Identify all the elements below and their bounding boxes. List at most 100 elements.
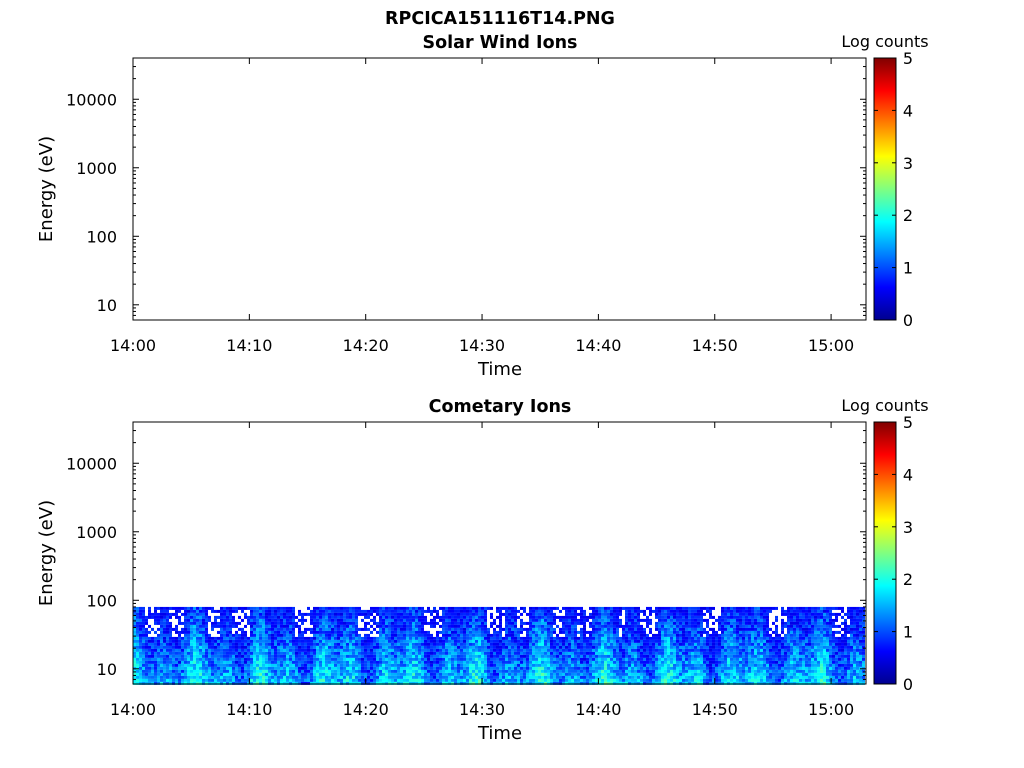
spectrogram-cell [433,639,436,643]
spectrogram-cell [583,627,586,631]
spectrogram-cell [565,618,568,622]
spectrogram-cell [241,645,244,649]
spectrogram-cell [139,630,142,634]
spectrogram-cell [631,645,634,649]
spectrogram-cell [235,624,238,628]
spectrogram-cell [445,651,448,655]
spectrogram-cell [181,675,184,679]
spectrogram-cell [595,618,598,622]
spectrogram-cell [730,615,733,619]
spectrogram-cell [373,621,376,625]
spectrogram-cell [466,672,469,676]
spectrogram-cell [670,636,673,640]
spectrogram-cell [508,606,511,610]
spectrogram-cell [604,657,607,661]
spectrogram-cell [475,627,478,631]
spectrogram-cell [562,618,565,622]
spectrogram-cell [277,678,280,682]
spectrogram-cell [640,657,643,661]
spectrogram-cell [166,651,169,655]
spectrogram-cell [691,666,694,670]
spectrogram-cell [313,618,316,622]
spectrogram-cell [517,630,520,634]
spectrogram-cell [460,648,463,652]
spectrogram-cell [550,669,553,673]
spectrogram-cell [535,681,538,685]
spectrogram-cell [337,630,340,634]
spectrogram-cell [484,672,487,676]
spectrogram-cell [283,624,286,628]
spectrogram-cell [346,612,349,616]
spectrogram-cell [532,630,535,634]
spectrogram-cell [148,675,151,679]
spectrogram-cell [454,672,457,676]
spectrogram-cell [625,669,628,673]
spectrogram-cell [574,675,577,679]
spectrogram-cell [613,645,616,649]
spectrogram-cell [697,654,700,658]
spectrogram-cell [571,681,574,685]
spectrogram-cell [547,615,550,619]
spectrogram-cell [412,666,415,670]
spectrogram-cell [424,633,427,637]
spectrogram-cell [508,648,511,652]
spectrogram-cell [286,639,289,643]
spectrogram-cell [685,645,688,649]
spectrogram-cell [676,657,679,661]
spectrogram-cell [142,672,145,676]
spectrogram-cell [556,648,559,652]
spectrogram-cell [331,660,334,664]
spectrogram-cell [685,675,688,679]
spectrogram-cell [436,636,439,640]
spectrogram-cell [625,642,628,646]
spectrogram-cell [280,627,283,631]
spectrogram-cell [613,669,616,673]
spectrogram-cell [481,609,484,613]
spectrogram-cell [649,645,652,649]
spectrogram-cell [583,660,586,664]
spectrogram-cell [712,627,715,631]
spectrogram-cell [181,612,184,616]
spectrogram-cell [616,669,619,673]
spectrogram-cell [511,678,514,682]
spectrogram-cell [481,624,484,628]
spectrogram-cell [499,681,502,685]
spectrogram-cell [610,612,613,616]
spectrogram-cell [631,654,634,658]
spectrogram-cell [697,609,700,613]
spectrogram-cell [205,642,208,646]
spectrogram-cell [661,663,664,667]
spectrogram-cell [634,639,637,643]
spectrogram-cell [133,678,136,682]
spectrogram-cell [457,606,460,610]
spectrogram-cell [211,660,214,664]
spectrogram-cell [541,666,544,670]
spectrogram-cell [184,612,187,616]
spectrogram-cell [559,651,562,655]
spectrogram-cell [574,609,577,613]
spectrogram-cell [283,651,286,655]
spectrogram-cell [193,645,196,649]
spectrogram-cell [274,612,277,616]
spectrogram-cell [628,615,631,619]
spectrogram-cell [604,642,607,646]
spectrogram-cell [496,663,499,667]
spectrogram-cell [139,633,142,637]
spectrogram-cell [334,606,337,610]
spectrogram-cell [616,681,619,685]
spectrogram-cell [418,615,421,619]
spectrogram-cell [274,606,277,610]
spectrogram-cell [556,654,559,658]
spectrogram-cell [184,672,187,676]
spectrogram-cell [442,606,445,610]
spectrogram-cell [658,657,661,661]
spectrogram-cell [292,639,295,643]
spectrogram-cell [595,669,598,673]
spectrogram-cell [589,654,592,658]
spectrogram-cell [460,642,463,646]
spectrogram-cell [229,630,232,634]
spectrogram-cell [664,609,667,613]
spectrogram-cell [421,672,424,676]
spectrogram-cell [145,678,148,682]
spectrogram-cell [226,633,229,637]
